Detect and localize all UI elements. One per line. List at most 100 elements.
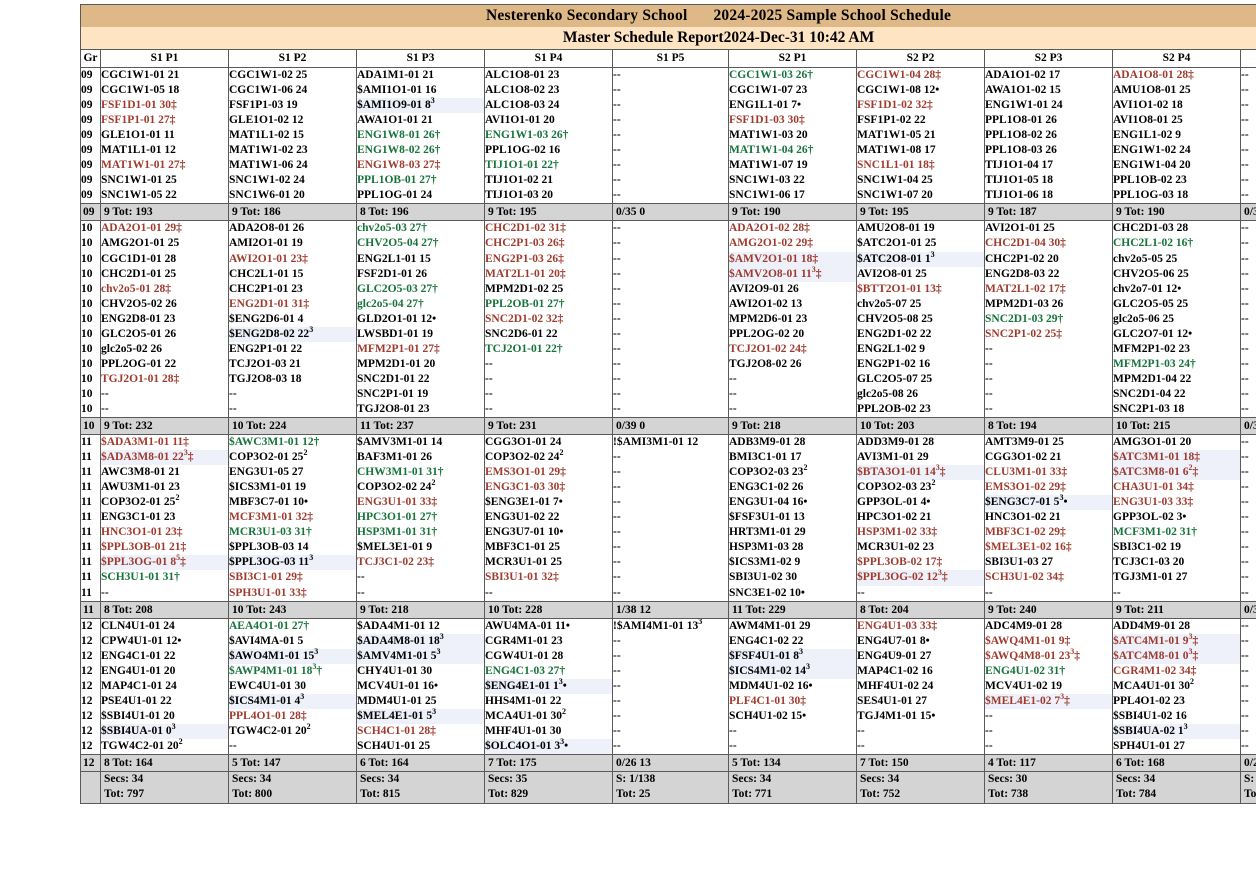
section-entry[interactable]: ENG3U1-01 33‡ <box>358 495 484 510</box>
section-entry[interactable]: MPM2D1-04 22 <box>1114 372 1240 387</box>
section-entry[interactable]: ENG2P1-02 16 <box>858 357 984 372</box>
section-entry[interactable]: $PPL3OB-03 14 <box>230 540 356 555</box>
section-entry[interactable]: ENG2D8-01 23 <box>102 312 228 327</box>
section-entry[interactable]: GLD2O1-01 12• <box>358 312 484 327</box>
section-entry[interactable]: CHC2P1-03 26‡ <box>486 236 612 251</box>
section-entry[interactable]: PPL2OB-02 23 <box>858 402 984 417</box>
column-header-s2p3[interactable]: S2 P3 <box>984 49 1113 68</box>
section-entry[interactable]: GPP3OL-02 3• <box>1114 510 1240 525</box>
section-entry[interactable]: MPM2D1-02 25 <box>486 282 612 297</box>
section-entry[interactable]: AVI3M1-01 29 <box>858 450 984 465</box>
section-entry[interactable]: EWC4U1-01 30 <box>230 679 356 694</box>
section-entry[interactable]: $FSF3U1-01 13 <box>730 510 856 525</box>
section-entry[interactable]: SCH4U1-02 15• <box>730 709 856 724</box>
section-entry[interactable]: -- <box>1242 402 1256 417</box>
section-entry[interactable]: CHV2O5-08 25 <box>858 312 984 327</box>
section-entry[interactable]: -- <box>614 158 728 173</box>
section-entry[interactable]: MAT2L1-01 20‡ <box>486 267 612 282</box>
section-entry[interactable]: AMU1O8-01 25 <box>1114 83 1240 98</box>
section-entry[interactable]: -- <box>614 173 728 188</box>
section-entry[interactable]: AWA1O1-01 21 <box>358 113 484 128</box>
section-entry[interactable]: SCH4C1-01 28‡ <box>358 724 484 739</box>
section-entry[interactable]: ENG1L1-01 7• <box>730 98 856 113</box>
section-entry[interactable]: HSP3M1-02 33‡ <box>858 525 984 540</box>
section-entry[interactable]: -- <box>614 188 728 203</box>
section-entry[interactable]: -- <box>1242 222 1256 237</box>
section-entry[interactable]: glc2o5-02 26 <box>102 342 228 357</box>
section-entry[interactable]: CGC1W1-05 18 <box>102 83 228 98</box>
section-entry[interactable]: GLC2O5-05 25 <box>1114 297 1240 312</box>
section-entry[interactable]: TGJ2O1-01 28‡ <box>102 372 228 387</box>
section-entry[interactable]: -- <box>1242 188 1256 203</box>
section-entry[interactable]: AVI2O9-01 26 <box>730 282 856 297</box>
section-entry[interactable]: TCJ2O1-02 24‡ <box>730 342 856 357</box>
section-entry[interactable]: FSF2D1-01 26 <box>358 267 484 282</box>
section-entry[interactable]: SNC1W1-04 25 <box>858 173 984 188</box>
section-entry[interactable]: SNC1W1-03 22 <box>730 173 856 188</box>
section-entry[interactable]: $ATC2O1-01 25 <box>858 236 984 251</box>
section-entry[interactable]: TIJ1O1-02 21 <box>486 173 612 188</box>
section-entry[interactable]: ADB3M9-01 28 <box>730 436 856 451</box>
section-entry[interactable]: MCR3U1-03 31† <box>230 525 356 540</box>
section-entry[interactable]: SNC2D1-02 32‡ <box>486 312 612 327</box>
section-entry[interactable]: PPL1O8-01 26 <box>986 113 1112 128</box>
section-entry[interactable]: $MEL3E1-01 9 <box>358 540 484 555</box>
section-entry[interactable]: $SBI4U1-02 16 <box>1114 709 1240 724</box>
section-entry[interactable]: -- <box>1242 83 1256 98</box>
section-entry[interactable]: ENG1W8-01 26† <box>358 128 484 143</box>
section-entry[interactable]: $ATC4M1-01 93‡ <box>1113 632 1240 649</box>
section-entry[interactable]: PPL2OG-01 22 <box>102 357 228 372</box>
section-entry[interactable]: MAP4C1-01 24 <box>102 679 228 694</box>
section-entry[interactable]: -- <box>1242 297 1256 312</box>
column-header-s1p5[interactable]: S1 P5 <box>612 49 729 68</box>
section-entry[interactable]: PPL4O1-01 28‡ <box>230 709 356 724</box>
section-entry[interactable]: PPL1OG-03 18 <box>1114 188 1240 203</box>
section-entry[interactable]: -- <box>614 402 728 417</box>
section-entry[interactable]: -- <box>1242 113 1256 128</box>
section-entry[interactable]: MBF3C7-01 10• <box>230 495 356 510</box>
section-entry[interactable]: -- <box>1242 143 1256 158</box>
section-entry[interactable]: CHV2O5-06 25 <box>1114 267 1240 282</box>
section-entry[interactable]: ADA1O8-01 28‡ <box>1114 69 1240 84</box>
section-entry[interactable]: -- <box>614 480 728 495</box>
section-entry[interactable]: CGC1D1-01 28 <box>102 252 228 267</box>
section-entry[interactable]: ENG3C1-03 30‡ <box>486 480 612 495</box>
section-entry[interactable]: -- <box>614 664 728 679</box>
section-entry[interactable]: -- <box>1242 372 1256 387</box>
section-entry[interactable]: SNC2D1-03 29† <box>986 312 1112 327</box>
section-entry[interactable]: MBF3C1-01 25 <box>486 540 612 555</box>
section-entry[interactable]: $MEL4E1-01 53 <box>357 708 484 724</box>
section-entry[interactable]: -- <box>614 649 728 664</box>
section-entry[interactable]: -- <box>730 372 856 387</box>
section-entry[interactable]: ENG2P1-03 26‡ <box>486 252 612 267</box>
section-entry[interactable]: -- <box>102 387 228 402</box>
section-entry[interactable]: TCJ3C1-03 20 <box>1114 555 1240 570</box>
section-entry[interactable]: !$AMI3M1-01 12 <box>614 436 728 451</box>
section-entry[interactable]: ENG1W1-01 24 <box>986 98 1112 113</box>
section-entry[interactable]: -- <box>614 342 728 357</box>
section-entry[interactable]: MCF3M1-01 32‡ <box>230 510 356 525</box>
section-entry[interactable]: $ATC2O8-01 13 <box>857 250 984 267</box>
section-entry[interactable]: $SBI4U1-01 20 <box>102 709 228 724</box>
section-entry[interactable]: SNC1W1-07 20 <box>858 188 984 203</box>
section-entry[interactable]: EMS3O1-01 29‡ <box>486 465 612 480</box>
section-entry[interactable]: MCV4U1-01 16• <box>358 679 484 694</box>
section-entry[interactable]: CHC2P1-02 20 <box>986 252 1112 267</box>
section-entry[interactable]: $ADA4M8-01 183 <box>357 632 484 649</box>
section-entry[interactable]: ENG1W1-04 20 <box>1114 158 1240 173</box>
section-entry[interactable]: TGJ2O8-02 26 <box>730 357 856 372</box>
section-entry[interactable]: ENG2L1-01 15 <box>358 252 484 267</box>
section-entry[interactable]: ADA1M1-01 21 <box>358 69 484 84</box>
section-entry[interactable]: ADD3M9-01 28 <box>858 436 984 451</box>
section-entry[interactable]: -- <box>614 555 728 570</box>
section-entry[interactable]: CHY4U1-01 30 <box>358 664 484 679</box>
section-entry[interactable]: -- <box>1242 342 1256 357</box>
section-entry[interactable]: -- <box>1242 694 1256 709</box>
section-entry[interactable]: -- <box>614 694 728 709</box>
section-entry[interactable]: CGC1W1-04 28‡ <box>858 69 984 84</box>
section-entry[interactable]: CGG3O1-01 24 <box>486 436 612 451</box>
section-entry[interactable]: ENG4U7-01 8• <box>858 634 984 649</box>
section-entry[interactable]: -- <box>614 586 728 601</box>
section-entry[interactable]: -- <box>986 724 1112 739</box>
section-entry[interactable]: GPP3OL-01 4• <box>858 495 984 510</box>
